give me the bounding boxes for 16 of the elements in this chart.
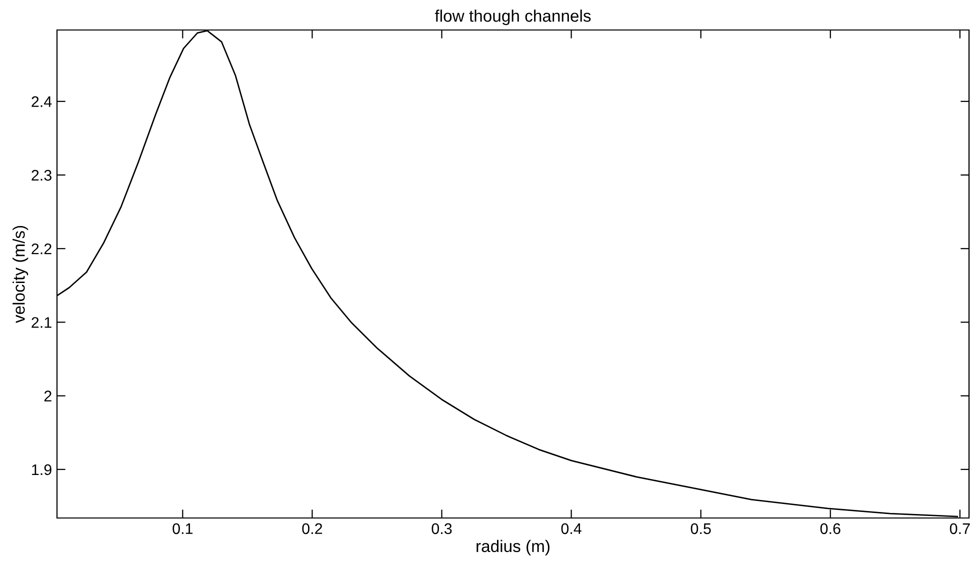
y-tick-label: 2.1 [32,317,52,328]
y-tick-label: 2 [44,390,52,402]
x-tick-label: 0.5 [690,523,711,534]
y-axis-title: velocity (m/s) [12,226,28,324]
chart-title: flow though channels [434,10,591,26]
y-tick-label: 2.4 [32,96,52,107]
y-tick-label: 2.2 [32,243,52,254]
x-tick-label: 0.7 [950,523,970,534]
y-tick-label: 1.9 [32,464,52,476]
x-tick-label: 0.1 [172,523,193,534]
x-tick-label: 0.6 [820,523,840,534]
x-axis-title: radius (m) [476,540,550,556]
x-tick-label: 0.2 [302,523,322,534]
y-tick-label: 2.3 [32,170,52,181]
x-tick-label: 0.4 [561,523,582,534]
x-tick-label: 0.3 [432,523,452,534]
